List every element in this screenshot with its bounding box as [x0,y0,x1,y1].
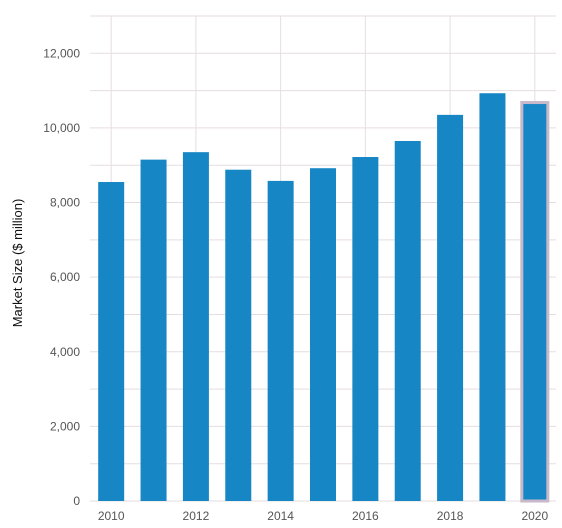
x-tick-label: 2012 [183,509,210,523]
bar-2017 [394,140,421,502]
bar-2019 [479,93,506,501]
y-tick-label: 4,000 [50,345,80,359]
x-axis-ticks: 2010 2012 2014 2016 2018 2020 [98,509,549,523]
bar-2018 [437,114,464,502]
bar-2014 [267,180,294,501]
y-tick-label: 12,000 [43,46,80,60]
bar-2012 [182,152,209,502]
y-tick-label: 8,000 [50,196,80,210]
y-axis-ticks: 0 2,000 4,000 6,000 8,000 10,000 12,000 [43,46,80,508]
bar-2015 [310,168,336,501]
y-tick-label: 10,000 [43,121,80,135]
bar-2016 [352,157,379,501]
bar-2011 [140,159,167,501]
x-tick-label: 2010 [98,509,125,523]
y-tick-label: 2,000 [50,419,80,433]
bar-2010 [98,182,125,501]
x-tick-label: 2014 [267,509,294,523]
bar-2020 [520,101,550,503]
y-tick-label: 0 [73,494,80,508]
bars [98,93,550,503]
bar-2013 [225,169,252,501]
x-tick-label: 2018 [437,509,464,523]
x-tick-label: 2020 [521,509,548,523]
y-tick-label: 6,000 [50,270,80,284]
y-axis-title: Market Size ($ million) [10,199,25,328]
x-tick-label: 2016 [352,509,379,523]
